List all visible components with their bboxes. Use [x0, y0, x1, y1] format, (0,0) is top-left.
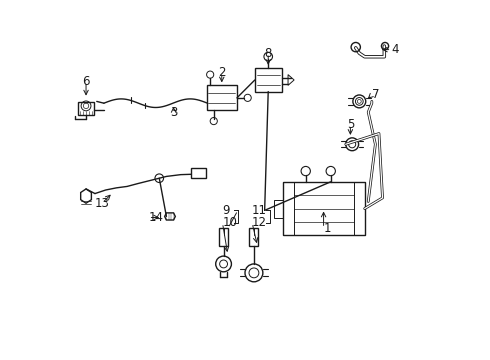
Text: 8: 8 — [265, 47, 272, 60]
Bar — [249, 228, 258, 246]
Text: 5: 5 — [347, 118, 354, 131]
Text: 11: 11 — [252, 204, 267, 217]
Bar — [283, 182, 294, 235]
Text: 13: 13 — [95, 197, 110, 210]
Bar — [192, 168, 206, 178]
Text: 10: 10 — [222, 216, 237, 229]
Bar — [207, 85, 237, 111]
Text: 7: 7 — [372, 89, 379, 102]
Bar — [219, 228, 228, 246]
Text: 4: 4 — [392, 43, 399, 56]
Bar — [255, 68, 282, 91]
Text: 1: 1 — [323, 222, 331, 235]
Text: 3: 3 — [170, 105, 177, 119]
Text: 2: 2 — [218, 66, 225, 79]
Bar — [78, 102, 94, 115]
Text: 9: 9 — [222, 204, 230, 217]
Bar — [354, 182, 365, 235]
Bar — [273, 200, 283, 217]
Text: 12: 12 — [252, 216, 267, 229]
Text: 6: 6 — [82, 75, 90, 88]
Text: 14: 14 — [148, 211, 164, 224]
Bar — [283, 182, 365, 235]
